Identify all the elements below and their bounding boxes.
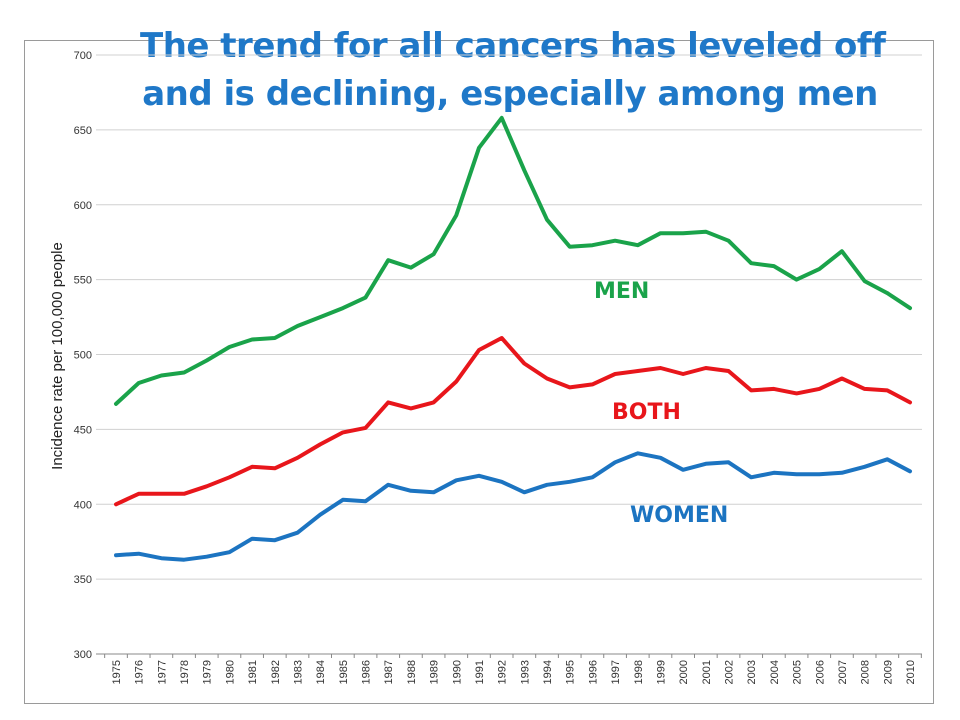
x-tick-label-1989: 1989 (429, 660, 441, 684)
x-tick-label-1981: 1981 (247, 660, 259, 684)
x-tick-label-1982: 1982 (270, 660, 282, 684)
x-tick-label-2000: 2000 (678, 660, 690, 684)
chart-title-line-1: The trend for all cancers has leveled of… (140, 26, 886, 66)
x-tick-label-1976: 1976 (134, 660, 146, 684)
x-tick-label-1975: 1975 (111, 660, 123, 684)
series-line-both (114, 336, 912, 507)
x-tick-label-1988: 1988 (406, 660, 418, 684)
x-tick-label-1991: 1991 (474, 660, 486, 684)
x-tick-label-1987: 1987 (383, 660, 395, 684)
x-tick-label-1983: 1983 (292, 660, 304, 684)
y-tick-label-550: 550 (74, 275, 92, 287)
chart-title-line-2: and is declining, especially among men (142, 74, 878, 114)
y-tick-label-600: 600 (74, 200, 92, 212)
x-tick-label-2003: 2003 (746, 660, 758, 684)
axes: 300 350 400 450 500 550 600 650 700 1975 1976 1977 1… (74, 50, 922, 684)
x-tick-label-2008: 2008 (860, 660, 872, 684)
y-tick-label-450: 450 (74, 424, 92, 436)
y-tick-label-700: 700 (74, 50, 92, 62)
x-tick-label-1986: 1986 (361, 660, 373, 684)
x-tick-label-1977: 1977 (156, 660, 168, 684)
x-tick-label-2009: 2009 (882, 660, 894, 684)
series-lines (114, 115, 912, 562)
x-tick-label-2006: 2006 (814, 660, 826, 684)
x-tick-label-1998: 1998 (633, 660, 645, 684)
x-tick-label-1999: 1999 (655, 660, 667, 684)
x-tick-label-1992: 1992 (497, 660, 509, 684)
x-tick-label-1996: 1996 (587, 660, 599, 684)
chart-title: The trend for all cancers has leveled of… (140, 22, 886, 118)
y-tick-label-350: 350 (74, 574, 92, 586)
x-tick-label-1995: 1995 (565, 660, 577, 684)
x-tick-label-1978: 1978 (179, 660, 191, 684)
x-tick-label-2004: 2004 (769, 660, 781, 684)
series-labels: MEN BOTH WOMEN (594, 279, 728, 528)
y-tick-label-500: 500 (74, 350, 92, 362)
y-tick-label-650: 650 (74, 125, 92, 137)
y-tick-label-300: 300 (74, 649, 92, 661)
x-tick-label-1980: 1980 (224, 660, 236, 684)
series-label-women: WOMEN (630, 503, 728, 528)
x-tick-label-2001: 2001 (701, 660, 713, 684)
x-tick-label-2002: 2002 (724, 660, 736, 684)
series-line-women (114, 451, 912, 562)
x-tick-label-1994: 1994 (542, 660, 554, 684)
x-tick-label-2005: 2005 (792, 660, 804, 684)
x-tick-label-2010: 2010 (905, 660, 917, 684)
x-tick-label-2007: 2007 (837, 660, 849, 684)
x-tick-label-1990: 1990 (451, 660, 463, 684)
x-tick-label-1985: 1985 (338, 660, 350, 684)
x-tick-label-1997: 1997 (610, 660, 622, 684)
x-tick-label-1984: 1984 (315, 660, 327, 684)
chart-frame (24, 40, 934, 704)
y-tick-label-400: 400 (74, 499, 92, 511)
grid-lines (96, 54, 922, 655)
series-line-men (114, 115, 912, 406)
y-axis-label: Incidence rate per 100,000 people (49, 242, 66, 470)
x-tick-label-1993: 1993 (519, 660, 531, 684)
series-label-men: MEN (594, 279, 649, 304)
series-label-both: BOTH (612, 400, 681, 425)
x-tick-label-1979: 1979 (202, 660, 214, 684)
